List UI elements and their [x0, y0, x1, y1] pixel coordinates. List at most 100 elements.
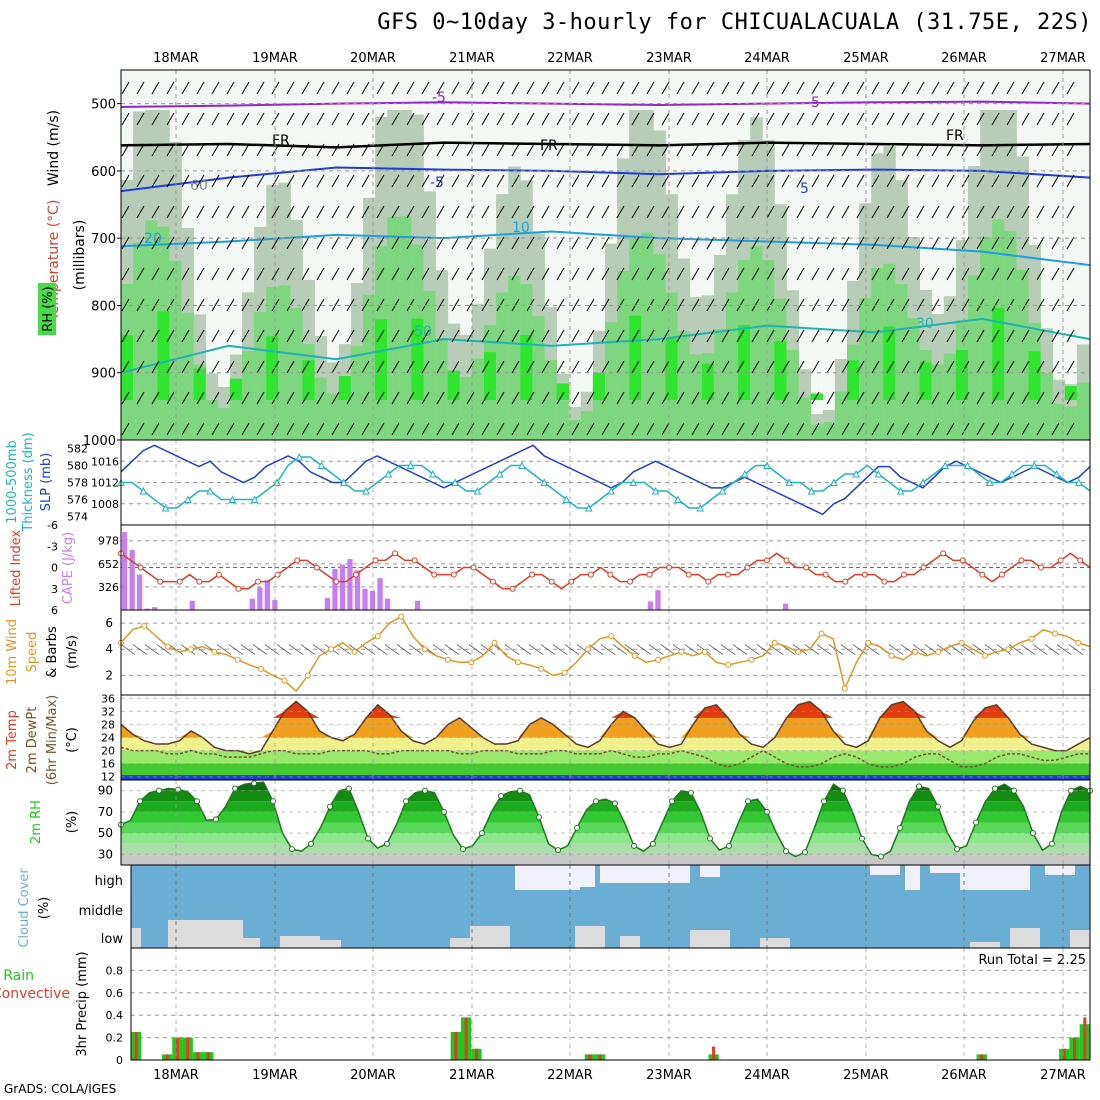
- wind-speed-line-point: [328, 646, 335, 653]
- wind-barb: [706, 174, 715, 188]
- wind-barb: [556, 143, 565, 157]
- wind-barb: [601, 112, 610, 126]
- wind-barb: [751, 391, 760, 405]
- wind-barb: [976, 143, 985, 157]
- run-total-label: Run Total = 2.25: [978, 953, 1086, 968]
- wind-barb: [946, 391, 955, 405]
- wind-barb: [166, 267, 175, 281]
- wind-barb: [586, 329, 595, 343]
- wind-barb: [136, 329, 145, 343]
- contour-label: FR: [946, 128, 964, 144]
- wind-barb: [346, 360, 355, 374]
- wind-barb: [481, 391, 490, 405]
- wind-barb: [946, 298, 955, 312]
- wind-barb: [271, 205, 280, 219]
- wind-tick-label: 6: [105, 616, 113, 630]
- wind-barb: [301, 391, 310, 405]
- wind-barb: [1006, 143, 1015, 157]
- wind-barb: [166, 174, 175, 188]
- rh-shade: [834, 391, 848, 440]
- wind-barb: [301, 236, 310, 250]
- wind-barb: [256, 360, 265, 374]
- wind-barb: [466, 267, 475, 281]
- wind-barb: [421, 81, 430, 95]
- rh-shade: [556, 400, 570, 440]
- lifted-index-line-point: [294, 557, 301, 564]
- wind-barb: [931, 112, 940, 126]
- wind-barb: [826, 205, 835, 219]
- wind-barb: [556, 205, 565, 219]
- lifted-index-line-point: [861, 571, 868, 578]
- rh-shade: [229, 388, 243, 440]
- wind-barb: [391, 143, 400, 157]
- wind-barb: [511, 81, 520, 95]
- wind-barb: [540, 644, 556, 655]
- wind-barb: [721, 391, 730, 405]
- wind-barb: [751, 174, 760, 188]
- wind-speed-line-point: [958, 639, 965, 646]
- wind-barb: [391, 329, 400, 343]
- wind-barb: [631, 174, 640, 188]
- wind-barb: [856, 422, 865, 436]
- wind-speed-line-point: [1075, 639, 1082, 646]
- wind-barb: [841, 143, 850, 157]
- top-day-label: 18MAR: [153, 51, 199, 66]
- wind-barb: [1051, 236, 1060, 250]
- wind-barb: [511, 422, 520, 436]
- wind-barb: [451, 267, 460, 281]
- cape-tick-label: 652: [98, 558, 119, 571]
- wind-barb: [646, 329, 655, 343]
- wind-barb: [361, 391, 370, 405]
- wind-barb: [886, 174, 895, 188]
- rh-shade: [617, 271, 630, 440]
- wind-barb: [646, 143, 655, 157]
- wind-barb: [211, 205, 220, 219]
- wind-barb: [931, 205, 940, 219]
- wind-barb: [300, 644, 316, 655]
- wind-barb: [241, 360, 250, 374]
- wind-barb: [216, 644, 232, 655]
- cloud-low: [620, 936, 640, 948]
- wind-barb: [901, 267, 910, 281]
- wind-barb: [706, 422, 715, 436]
- rh-shade: [242, 351, 255, 440]
- wind-barb: [916, 112, 925, 126]
- temp-tick-label: 36: [101, 692, 115, 705]
- wind-barb: [766, 205, 775, 219]
- wind-barb: [691, 143, 700, 157]
- wind-speed-line-point: [725, 661, 732, 668]
- wind-barb: [526, 143, 535, 157]
- wind-barb: [361, 143, 370, 157]
- rh-line-point: [821, 798, 827, 805]
- wind-barb: [466, 360, 475, 374]
- thickness-line-point: [1030, 461, 1039, 469]
- wind-speed-line-point: [655, 656, 662, 663]
- temp-tick-label: 12: [101, 771, 115, 784]
- wind-barb: [961, 298, 970, 312]
- wind-barb: [331, 81, 340, 95]
- wind-barb: [600, 644, 616, 655]
- wind-barb: [256, 329, 265, 343]
- wind-barb: [826, 267, 835, 281]
- wind-barb: [841, 205, 850, 219]
- thickness-line-point: [184, 495, 192, 503]
- wind-barb: [648, 644, 664, 655]
- wind-barb: [586, 360, 595, 374]
- rh-shade: [508, 275, 521, 440]
- wind-barb: [736, 81, 745, 95]
- wind-barb: [691, 112, 700, 126]
- rh-band: [121, 801, 1090, 812]
- lifted-index-line-point: [920, 564, 927, 571]
- wind-speed-line-point: [678, 648, 685, 655]
- wind-barb: [931, 422, 940, 436]
- wind-barb: [1021, 174, 1030, 188]
- cloud-high: [700, 865, 720, 877]
- wind-barb: [751, 360, 760, 374]
- cloud-level-label: middle: [79, 904, 123, 919]
- lifted-index-line-point: [333, 578, 340, 585]
- wind-barb: [136, 236, 145, 250]
- wind-barb: [631, 422, 640, 436]
- wind-speed-line-point: [608, 633, 615, 640]
- precip-conv-bar: [175, 1037, 179, 1060]
- wind-barb: [991, 267, 1000, 281]
